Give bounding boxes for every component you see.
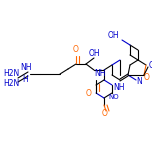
Text: H: H [22, 76, 28, 85]
Text: H2N: H2N [3, 79, 19, 88]
Text: O: O [73, 45, 79, 55]
Text: NO: NO [108, 94, 119, 100]
Text: NH: NH [20, 62, 31, 71]
Text: O: O [85, 90, 91, 98]
Text: N: N [136, 78, 142, 86]
Text: NH: NH [94, 69, 105, 78]
Text: OH: OH [89, 48, 101, 57]
Text: O: O [144, 74, 150, 83]
Text: OH: OH [107, 31, 119, 40]
Text: NH: NH [113, 83, 124, 92]
Text: H2N: H2N [3, 69, 19, 78]
Text: OH: OH [149, 60, 152, 69]
Text: O: O [102, 109, 108, 117]
